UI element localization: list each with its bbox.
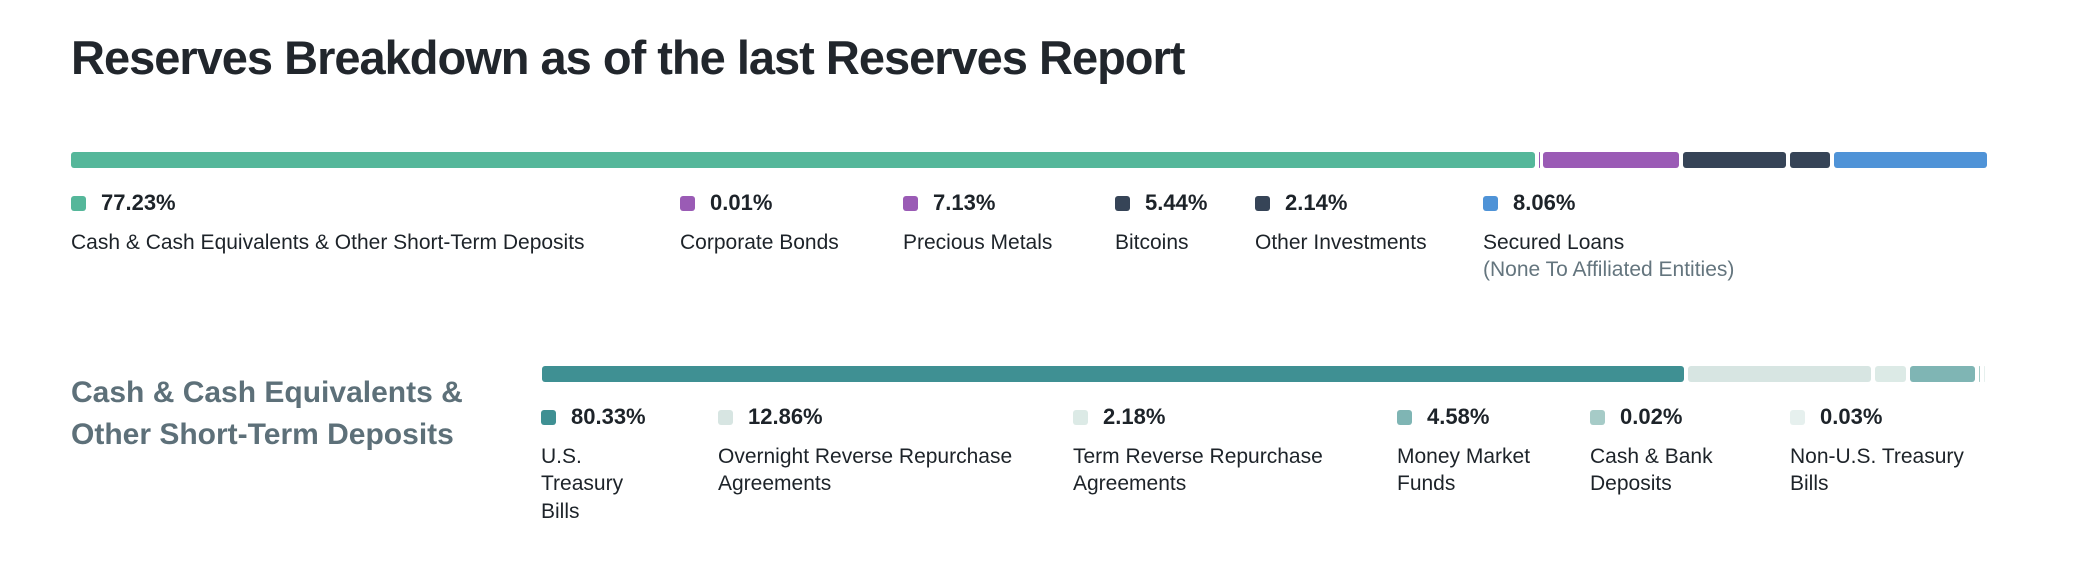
legend-percentage: 0.02% bbox=[1620, 404, 1683, 429]
legend-item-term-reverse-repurchase-agreements: 2.18% Term Reverse Repurchase Agreements bbox=[1073, 404, 1363, 498]
legend-item-non-u-s-treasury-bills: 0.03% Non-U.S. Treasury Bills bbox=[1790, 404, 1980, 498]
legend-percentage: 0.01% bbox=[710, 190, 773, 215]
legend-label: Precious Metals bbox=[903, 231, 1053, 254]
section-heading-line1: Cash & Cash Equivalents & bbox=[71, 376, 463, 409]
legend-swatch-bitcoins bbox=[1115, 195, 1130, 211]
legend-percentage: 0.03% bbox=[1820, 404, 1883, 429]
cash-equivalents-bar bbox=[542, 366, 1984, 382]
legend-label: Cash & Bank Deposits bbox=[1590, 445, 1713, 496]
section-heading-cash-equivalents: Cash & Cash Equivalents & Other Short-Te… bbox=[71, 372, 463, 456]
legend-percentage: 2.18% bbox=[1103, 404, 1166, 429]
legend-percentage: 8.06% bbox=[1513, 190, 1576, 215]
legend-swatch-overnight-reverse-repurchase-agreements bbox=[718, 409, 733, 425]
legend-item-overnight-reverse-repurchase-agreements: 12.86% Overnight Reverse Repurchase Agree… bbox=[718, 404, 1018, 498]
legend-swatch-non-u-s-treasury-bills bbox=[1790, 409, 1805, 425]
legend-percentage: 80.33% bbox=[571, 404, 646, 429]
bar-segment-precious-metals[interactable] bbox=[1543, 152, 1679, 168]
legend-label: Non-U.S. Treasury Bills bbox=[1790, 445, 1964, 496]
legend-label: Cash & Cash Equivalents & Other Short-Te… bbox=[71, 231, 585, 254]
legend-item-cash-bank-deposits: 0.02% Cash & Bank Deposits bbox=[1590, 404, 1760, 498]
legend-label: Money Market Funds bbox=[1397, 445, 1531, 496]
legend-item-bitcoins: 5.44% Bitcoins bbox=[1115, 190, 1265, 256]
legend-percentage: 12.86% bbox=[748, 404, 823, 429]
legend-sublabel: (None To Affiliated Entities) bbox=[1483, 258, 1735, 282]
legend-swatch-cash-cash-equivalents-other-short-term-deposits bbox=[71, 195, 86, 211]
legend-percentage: 7.13% bbox=[933, 190, 996, 215]
bar-segment-other-investments[interactable] bbox=[1789, 152, 1831, 168]
bar-segment-money-market-funds[interactable] bbox=[1910, 366, 1976, 382]
legend-percentage: 77.23% bbox=[101, 190, 176, 215]
legend-swatch-secured-loans bbox=[1483, 195, 1498, 211]
bar-segment-term-reverse-repurchase-agreements[interactable] bbox=[1875, 366, 1907, 382]
legend-item-other-investments: 2.14% Other Investments bbox=[1255, 190, 1485, 256]
legend-item-secured-loans: 8.06% Secured Loans (None To Affiliated En… bbox=[1483, 190, 1813, 284]
legend-label: Term Reverse Repurchase Agreements bbox=[1073, 445, 1323, 496]
legend-percentage: 5.44% bbox=[1145, 190, 1208, 215]
legend-swatch-u-s-treasury-bills bbox=[541, 409, 556, 425]
legend-label: Bitcoins bbox=[1115, 231, 1189, 254]
legend-percentage: 4.58% bbox=[1427, 404, 1490, 429]
bar-segment-cash-cash-equivalents-other-short-term-deposits[interactable] bbox=[71, 152, 1536, 168]
legend-label: Secured Loans bbox=[1483, 231, 1625, 254]
section-heading-line2: Other Short-Term Deposits bbox=[71, 418, 454, 451]
legend-swatch-corporate-bonds bbox=[680, 195, 695, 211]
bar-segment-bitcoins[interactable] bbox=[1682, 152, 1786, 168]
legend-swatch-cash-bank-deposits bbox=[1590, 409, 1605, 425]
page-title: Reserves Breakdown as of the last Reserv… bbox=[71, 31, 1185, 84]
legend-item-corporate-bonds: 0.01% Corporate Bonds bbox=[680, 190, 900, 256]
legend-label: Other Investments bbox=[1255, 231, 1427, 254]
legend-label: U.S. Treasury Bills bbox=[541, 445, 624, 523]
legend-swatch-other-investments bbox=[1255, 195, 1270, 211]
legend-label: Overnight Reverse Repurchase Agreements bbox=[718, 445, 1013, 496]
bar-segment-secured-loans[interactable] bbox=[1834, 152, 1987, 168]
legend-item-u-s-treasury-bills: 80.33% U.S. Treasury Bills bbox=[541, 404, 666, 525]
bar-segment-u-s-treasury-bills[interactable] bbox=[542, 366, 1685, 382]
bar-segment-overnight-reverse-repurchase-agreements[interactable] bbox=[1688, 366, 1872, 382]
legend-item-cash-cash-equivalents-other-short-term-deposits: 77.23% Cash & Cash Equivalents & Other Sh… bbox=[71, 190, 691, 256]
legend-swatch-money-market-funds bbox=[1397, 409, 1412, 425]
legend-swatch-precious-metals bbox=[903, 195, 918, 211]
legend-percentage: 2.14% bbox=[1285, 190, 1348, 215]
legend-swatch-term-reverse-repurchase-agreements bbox=[1073, 409, 1088, 425]
legend-item-precious-metals: 7.13% Precious Metals bbox=[903, 190, 1113, 256]
reserves-total-bar bbox=[71, 152, 1987, 168]
legend-item-money-market-funds: 4.58% Money Market Funds bbox=[1397, 404, 1572, 498]
legend-label: Corporate Bonds bbox=[680, 231, 839, 254]
